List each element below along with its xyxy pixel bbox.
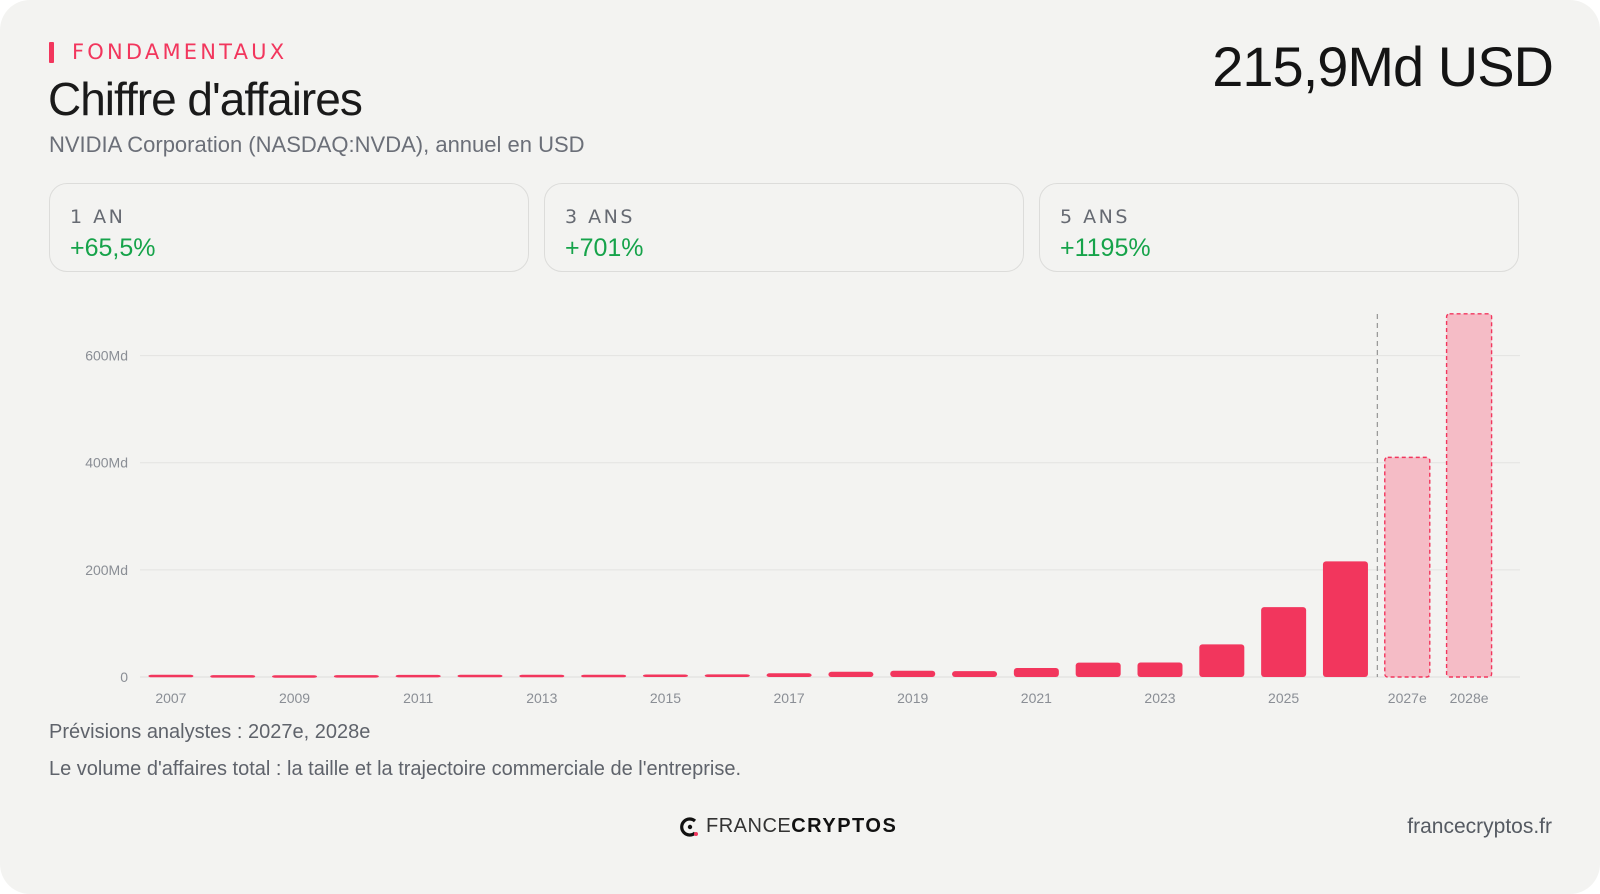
logo-text-france: FRANCE [706,815,792,837]
bar [581,674,627,678]
bar [272,675,318,678]
x-tick-label: 2009 [279,690,310,706]
x-tick-label: 2019 [897,690,928,706]
x-tick-label: 2007 [155,690,186,706]
bar [148,674,194,678]
stat-value: +1195% [1060,234,1151,262]
stat-card-3y: 3 ANS +701% [544,183,1024,272]
stat-label: 5 ANS [1060,206,1130,228]
y-tick-label: 0 [120,669,128,685]
bar [890,670,936,677]
revenue-bar-chart: 0 200Md 400Md 600Md 2007 2009 2011 2013 2015 2017… [85,313,1520,706]
eyebrow-label: FONDAMENTAUX [72,40,288,64]
section-eyebrow: FONDAMENTAUX [49,40,287,64]
bar [828,671,874,677]
stat-value: +701% [565,234,644,262]
forecast-bar [1384,456,1431,678]
bar [519,674,565,678]
stat-label: 3 ANS [565,206,635,228]
eyebrow-accent-bar [49,41,54,63]
bar [1322,561,1368,677]
x-tick-label: 2025 [1268,690,1299,706]
x-tick-label: 2028e [1450,690,1489,706]
bar [395,674,441,678]
bar [1013,668,1059,677]
headline-value: 215,9Md USD [1212,35,1554,98]
stat-value: +65,5% [70,234,156,262]
francecryptos-logo: FRANCE CRYPTOS [680,815,897,838]
chart-description: Le volume d'affaires total : la taille e… [49,758,742,780]
bar [210,675,256,678]
page-title: Chiffre d'affaires [48,73,363,125]
y-tick-label: 600Md [85,348,128,364]
bar [333,675,379,678]
x-tick-label: 2015 [650,690,681,706]
x-tick-label: 2011 [403,690,433,706]
site-link[interactable]: francecryptos.fr [1407,815,1552,838]
logo-text-cryptos: CRYPTOS [791,815,898,837]
bar [457,674,503,678]
forecast-note: Prévisions analystes : 2027e, 2028e [49,721,371,743]
y-tick-label: 200Md [85,562,128,578]
y-tick-label: 400Md [85,455,128,471]
stat-label: 1 AN [70,206,126,228]
page-subtitle: NVIDIA Corporation (NASDAQ:NVDA), annuel… [49,132,585,157]
forecast-bar [1445,313,1493,678]
bar [952,671,998,677]
bar [1137,662,1183,677]
bar [1261,607,1307,677]
bar [1075,662,1121,677]
stat-card-5y: 5 ANS +1195% [1039,183,1519,272]
x-tick-label: 2017 [774,690,805,706]
x-tick-label: 2023 [1144,690,1175,706]
bar [642,674,688,677]
x-tick-label: 2021 [1021,690,1052,706]
x-tick-label: 2027e [1388,690,1427,706]
bar [766,673,812,677]
stat-card-1y: 1 AN +65,5% [49,183,529,272]
bar [704,674,750,677]
francecryptos-logo-icon [680,816,698,837]
x-tick-label: 2013 [526,690,557,706]
bar [1199,644,1245,677]
